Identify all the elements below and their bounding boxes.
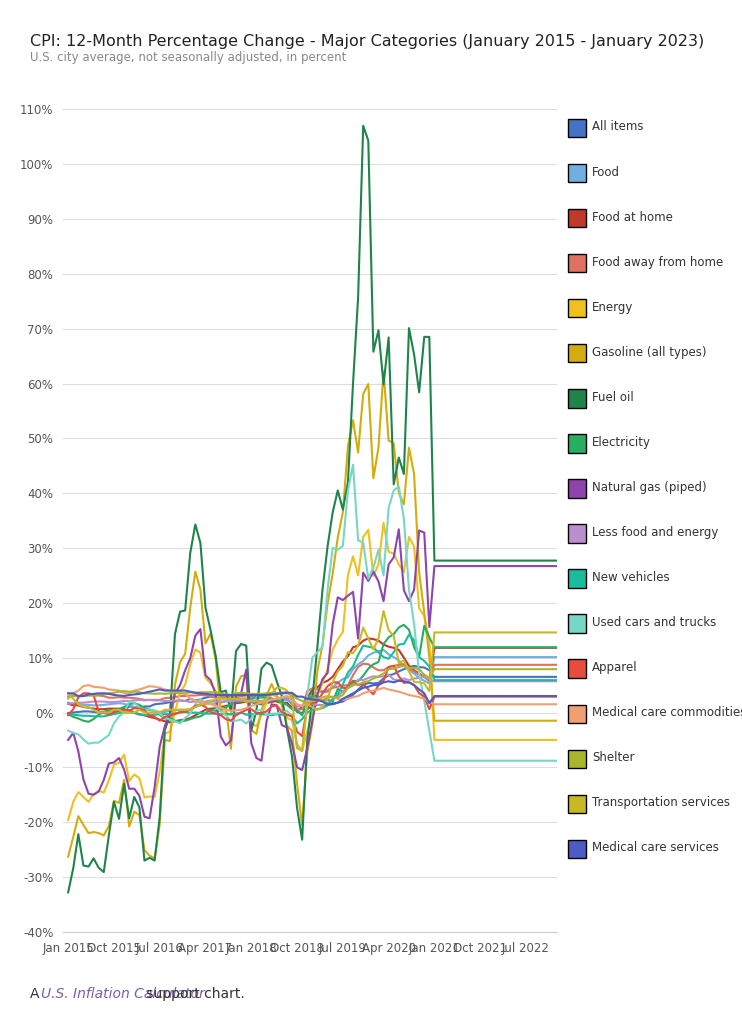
Text: Food at home: Food at home	[592, 211, 673, 223]
Text: Less food and energy: Less food and energy	[592, 526, 718, 539]
Text: All items: All items	[592, 121, 643, 133]
Text: CPI: 12-Month Percentage Change - Major Categories (January 2015 - January 2023): CPI: 12-Month Percentage Change - Major …	[30, 34, 704, 49]
Text: Medical care commodities: Medical care commodities	[592, 707, 742, 719]
Text: Gasoline (all types): Gasoline (all types)	[592, 346, 706, 358]
Text: support chart.: support chart.	[142, 987, 245, 1001]
Text: Natural gas (piped): Natural gas (piped)	[592, 481, 706, 494]
Text: Fuel oil: Fuel oil	[592, 391, 634, 403]
Text: Apparel: Apparel	[592, 662, 637, 674]
Text: Shelter: Shelter	[592, 752, 634, 764]
Text: A: A	[30, 987, 44, 1001]
Text: Food away from home: Food away from home	[592, 256, 723, 268]
Text: Food: Food	[592, 166, 620, 178]
Text: Electricity: Electricity	[592, 436, 651, 449]
Text: U.S. city average, not seasonally adjusted, in percent: U.S. city average, not seasonally adjust…	[30, 51, 346, 65]
Text: Medical care services: Medical care services	[592, 842, 719, 854]
Text: Energy: Energy	[592, 301, 634, 313]
Text: Used cars and trucks: Used cars and trucks	[592, 616, 716, 629]
Text: New vehicles: New vehicles	[592, 571, 670, 584]
Text: Transportation services: Transportation services	[592, 797, 730, 809]
Text: U.S. Inflation Calculator: U.S. Inflation Calculator	[41, 987, 205, 1001]
